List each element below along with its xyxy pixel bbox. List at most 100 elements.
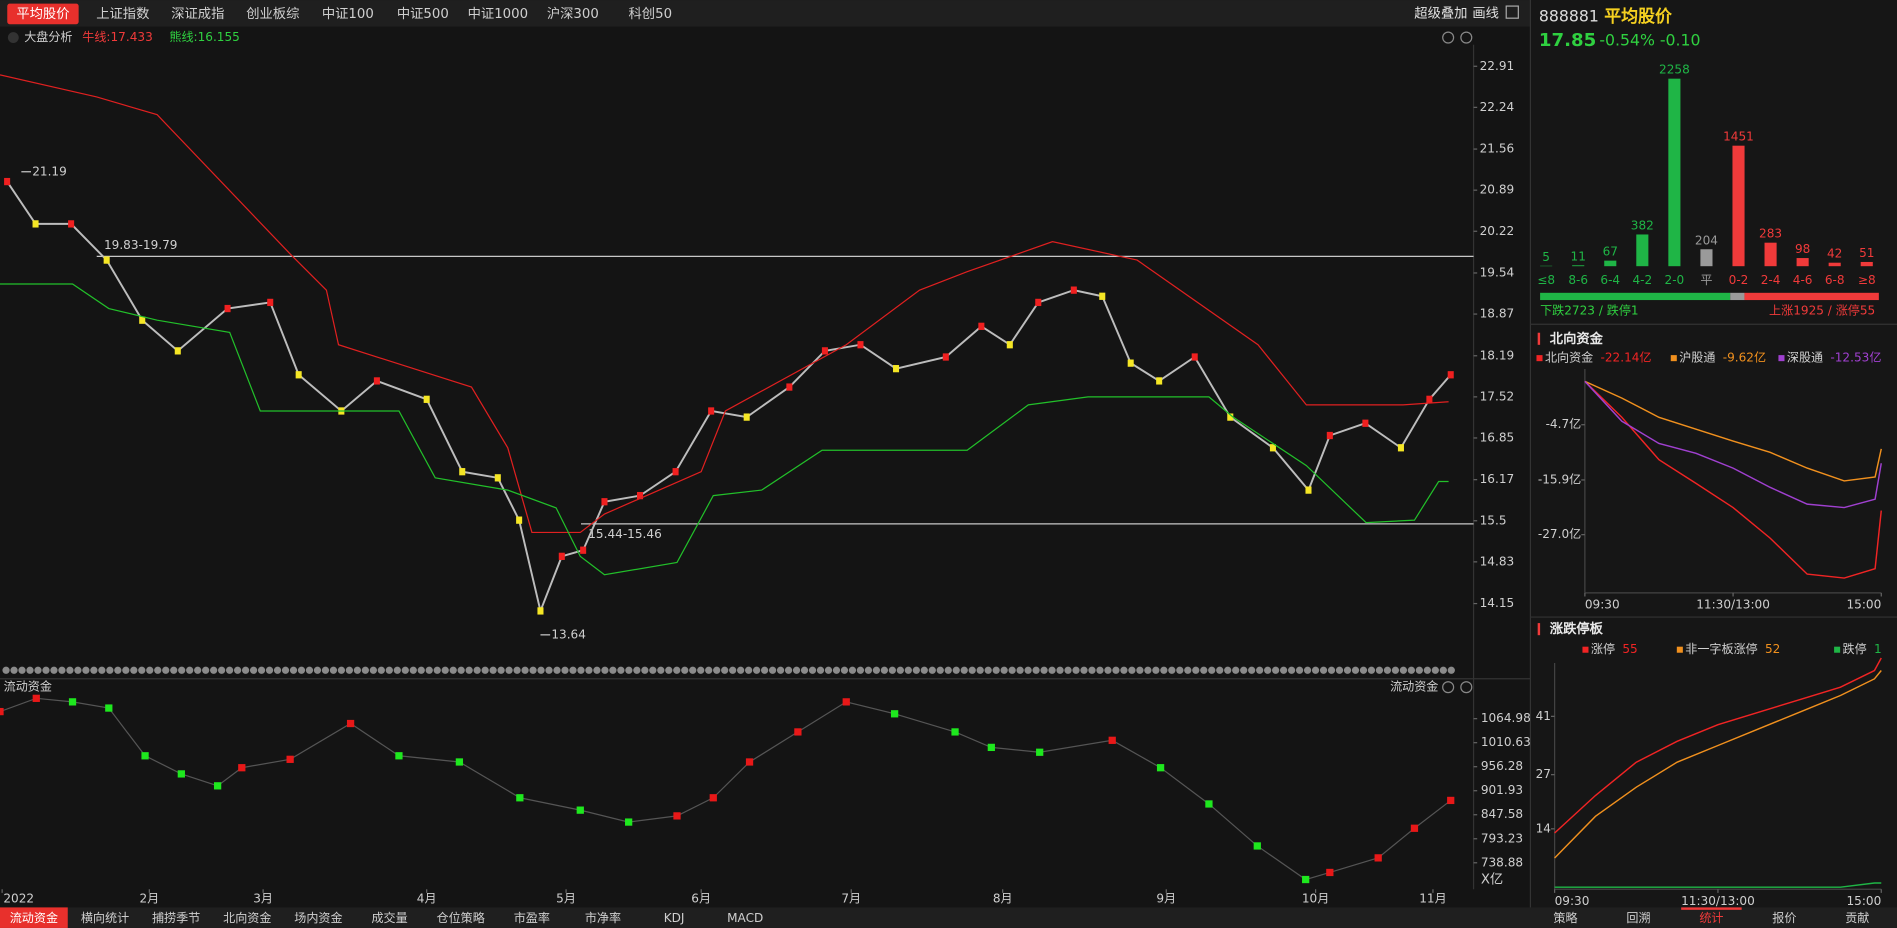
tool-button[interactable]: 画线: [1472, 5, 1499, 21]
status-dot: [808, 666, 817, 674]
tab[interactable]: 中证1000: [468, 6, 528, 22]
status-dot: [752, 666, 761, 674]
price-point: [1326, 431, 1333, 440]
price-point: [558, 552, 565, 560]
status-dot: [800, 666, 809, 674]
flow-point: [1326, 868, 1334, 877]
tab[interactable]: 中证100: [322, 6, 374, 22]
status-dot: [1136, 666, 1144, 674]
status-dot: [1311, 666, 1320, 674]
layout-icon[interactable]: [1505, 5, 1519, 19]
tab[interactable]: 中证500: [397, 6, 449, 22]
status-dot: [1431, 666, 1439, 674]
tab[interactable]: 上证指数: [96, 6, 149, 22]
status-dot: [1168, 666, 1176, 674]
bar-value: 2258: [1659, 63, 1690, 77]
settings-icon[interactable]: [1442, 681, 1455, 694]
side-tab[interactable]: 回溯: [1626, 910, 1650, 925]
y-tick-label: 956.28: [1481, 759, 1523, 773]
bottom-tab[interactable]: 仓位策略: [437, 910, 485, 925]
bottom-tab[interactable]: KDJ: [664, 911, 685, 925]
status-dot: [768, 666, 777, 674]
side-tab[interactable]: 贡献: [1845, 910, 1869, 925]
bottom-tab[interactable]: 场内资金: [294, 910, 342, 925]
y-tick-label: 22.24: [1480, 100, 1515, 114]
help-icon[interactable]: [1460, 681, 1473, 694]
tab[interactable]: 深证成指: [171, 6, 224, 22]
price-point: [32, 220, 39, 228]
bar-category: 4-6: [1793, 273, 1813, 287]
side-tab[interactable]: 策略: [1553, 910, 1577, 925]
legend-swatch: [1778, 355, 1785, 362]
tab[interactable]: 沪深300: [547, 6, 599, 22]
status-dot: [417, 666, 425, 674]
flow-title-right: 流动资金: [1390, 679, 1438, 694]
status-dot: [681, 666, 689, 674]
price-point: [672, 468, 679, 476]
series-line: [1554, 657, 1882, 834]
status-dot: [936, 666, 944, 674]
status-dot: [353, 666, 362, 674]
price-point: [537, 607, 544, 615]
legend-name: 跌停: [1843, 641, 1867, 656]
legend-swatch: [1676, 646, 1683, 653]
legend-swatch: [1834, 646, 1841, 653]
status-dot: [1184, 666, 1192, 674]
side-tab[interactable]: 统计: [1699, 911, 1723, 925]
status-dot: [170, 666, 178, 674]
bottom-tab[interactable]: 横向统计: [81, 910, 129, 925]
side-tab[interactable]: 报价: [1772, 910, 1796, 925]
bottom-tab[interactable]: 市净率: [585, 910, 621, 925]
status-dot: [1008, 666, 1016, 674]
level-label: 19.83-19.79: [104, 238, 178, 252]
price-point: [893, 365, 900, 373]
flow-point: [177, 770, 185, 778]
status-dot: [489, 666, 497, 674]
status-dot: [154, 666, 162, 674]
flow-point: [576, 806, 584, 814]
status-dot: [1104, 666, 1112, 674]
status-dot: [1080, 666, 1088, 674]
bottom-tab[interactable]: MACD: [727, 911, 763, 925]
bottom-tab[interactable]: 流动资金: [10, 910, 58, 925]
collapse-icon[interactable]: [7, 32, 19, 43]
limit-title: 涨跌停板: [1550, 620, 1604, 637]
status-dot: [1407, 666, 1416, 674]
bar-category: 2-4: [1761, 273, 1781, 287]
bar-value: 67: [1603, 245, 1618, 259]
side-panel: [1530, 0, 1897, 908]
status-dot: [832, 666, 841, 674]
bottom-tab[interactable]: 市盈率: [514, 910, 550, 925]
tab[interactable]: 创业板综: [246, 6, 299, 22]
bar-category: 8-6: [1568, 273, 1588, 287]
status-dot: [1272, 666, 1280, 674]
series-line: [1584, 380, 1882, 509]
status-dot: [617, 666, 625, 674]
status-dot: [66, 666, 74, 674]
status-dot: [1423, 666, 1431, 674]
status-dot: [697, 666, 705, 674]
tab[interactable]: 平均股价: [16, 6, 69, 22]
status-dot: [1072, 666, 1080, 674]
status-dot: [297, 666, 306, 674]
x-tick-label: 15:00: [1846, 597, 1881, 611]
bottom-tab[interactable]: 捕捞季节: [152, 910, 200, 925]
status-dot: [792, 666, 801, 674]
status-dot: [1264, 666, 1272, 674]
bottom-tab[interactable]: 成交量: [371, 910, 407, 925]
price-point: [295, 371, 302, 379]
status-dot: [1208, 666, 1216, 674]
status-dot: [106, 666, 114, 674]
analysis-title[interactable]: 大盘分析: [24, 29, 72, 44]
tool-button[interactable]: 超级叠加: [1414, 5, 1467, 21]
status-dot: [569, 666, 577, 674]
status-dot: [729, 666, 737, 674]
bottom-tab[interactable]: 北向资金: [223, 910, 271, 925]
status-dot: [928, 666, 936, 674]
status-dot: [896, 666, 904, 674]
tab[interactable]: 科创50: [629, 6, 673, 22]
settings-icon[interactable]: [1442, 31, 1455, 44]
north-title: 北向资金: [1550, 330, 1604, 347]
help-icon[interactable]: [1460, 31, 1473, 44]
price-point: [1447, 371, 1454, 379]
